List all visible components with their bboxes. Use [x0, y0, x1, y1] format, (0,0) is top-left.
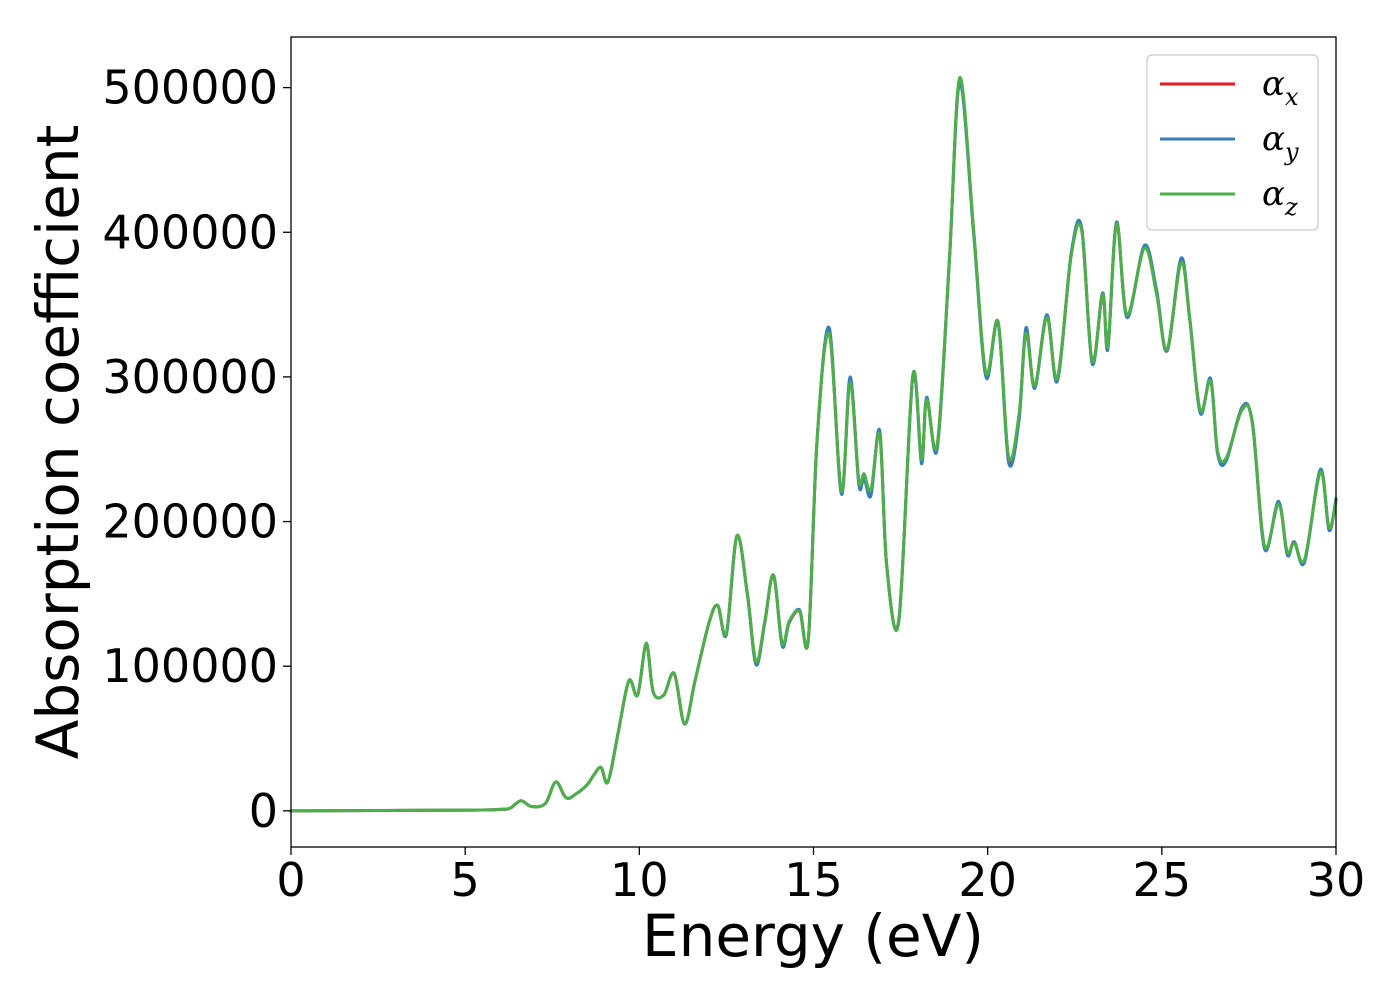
x-axis: 0 5 10 15 20 25 30 — [276, 847, 1365, 907]
x-tick-label: 5 — [451, 853, 480, 907]
y-axis: 0 100000 200000 300000 400000 500000 — [102, 61, 291, 838]
x-tick-label: 20 — [958, 853, 1017, 907]
x-tick-label: 15 — [784, 853, 843, 907]
legend-label-base: α — [1262, 64, 1285, 104]
y-tick-label: 500000 — [102, 61, 278, 115]
x-tick-label: 30 — [1307, 853, 1366, 907]
legend-label-x: αx — [1262, 64, 1299, 111]
y-tick-label: 300000 — [102, 350, 278, 404]
legend-label-subscript: x — [1285, 83, 1299, 111]
x-tick-label: 10 — [610, 853, 669, 907]
legend-label-z: αz — [1262, 174, 1298, 221]
legend-label-subscript: y — [1284, 138, 1299, 166]
y-tick-label: 0 — [249, 784, 278, 838]
y-tick-label: 200000 — [102, 495, 278, 549]
series-line-z — [289, 75, 1338, 813]
legend-label-y: αy — [1262, 119, 1299, 166]
x-axis-title: Energy (eV) — [642, 902, 984, 970]
legend-box — [1146, 54, 1319, 231]
y-axis-title: Absorption coefficient — [24, 125, 92, 760]
legend-label-base: α — [1262, 174, 1285, 214]
legend-label-subscript: z — [1284, 193, 1298, 221]
x-tick-label: 0 — [276, 853, 305, 907]
x-tick-label: 25 — [1133, 853, 1192, 907]
legend-label-base: α — [1262, 119, 1285, 159]
y-tick-label: 100000 — [102, 639, 278, 693]
series-layer — [289, 75, 1338, 813]
y-tick-label: 400000 — [102, 205, 278, 259]
